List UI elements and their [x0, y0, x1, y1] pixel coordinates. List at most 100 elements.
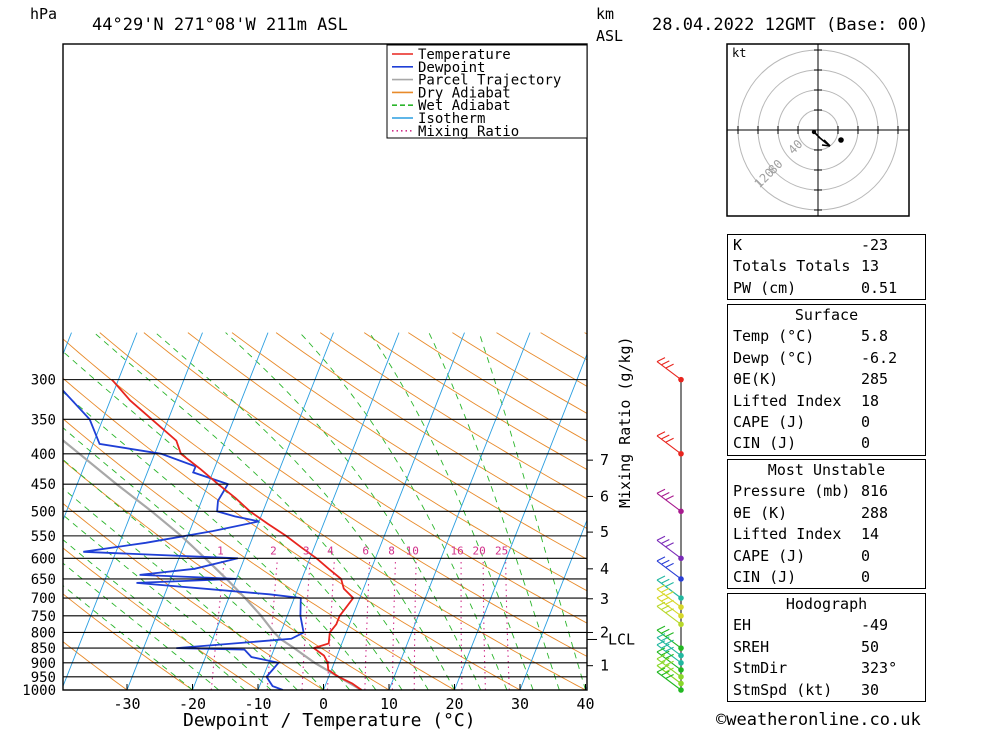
legend-entry: Isotherm [418, 111, 485, 127]
wind-barb [656, 357, 682, 381]
surface-row-value: 0 [861, 434, 871, 453]
mixing-ratio-label: 1 [217, 544, 224, 557]
asl-label: ASL [596, 27, 623, 45]
surface-row-label: Dewp (°C) [733, 348, 815, 367]
mixing-ratio-label: 4 [327, 544, 334, 557]
surface-title: Surface [794, 306, 859, 324]
surface-row-label: CIN (J) [733, 434, 797, 453]
wind-barb [656, 535, 682, 559]
surface-row-label: Lifted Index [733, 391, 842, 410]
x-tick-label: 0 [319, 695, 328, 713]
surface-row: CIN (J) 0 [728, 433, 925, 454]
wind-barb [656, 654, 682, 678]
km-label: km [596, 5, 614, 23]
pressure-tick-label: 400 [31, 447, 56, 463]
index-row-label: Totals Totals [733, 257, 851, 276]
wind-level-dot [678, 450, 684, 457]
wind-level-dot [678, 508, 684, 515]
wind-level-dot [678, 660, 684, 666]
hodograph-stat-row-label: SREH [733, 637, 770, 656]
dry-adiabat-line [63, 377, 521, 690]
hodograph-stat-row: StmSpd (kt) 30 [728, 680, 925, 701]
legend-entry: Mixing Ratio [418, 124, 519, 140]
hodograph-stat-row-label: EH [733, 616, 752, 635]
index-row: PW (cm) 0.51 [728, 278, 925, 299]
storm-motion-dot [838, 137, 844, 143]
wet-adiabat-line [299, 332, 508, 690]
mixing-ratio-line [210, 558, 226, 690]
hodograph-stat-row-value: 30 [861, 680, 880, 699]
surface-row-label: θE(K) [733, 370, 779, 389]
wet-adiabat-line [155, 332, 455, 690]
surface-row: Lifted Index 18 [728, 391, 925, 412]
wind-barb [656, 667, 682, 691]
mixing-ratio-line [364, 558, 371, 690]
index-row-value: 0.51 [861, 278, 898, 297]
index-row-label: PW (cm) [733, 278, 797, 297]
x-tick-label: 20 [445, 695, 463, 713]
most-unstable-row: CIN (J) 0 [728, 567, 925, 588]
most-unstable-row: Lifted Index 14 [728, 524, 925, 545]
pressure-tick-label: 300 [31, 373, 56, 389]
wind-level-dot [678, 652, 684, 659]
wind-barb [656, 647, 682, 671]
surface-row-value: 18 [861, 391, 880, 410]
pressure-tick-label: 550 [31, 529, 56, 545]
isotherm-line [519, 518, 587, 690]
wet-adiabat-line [478, 332, 586, 690]
surface-row: θE(K) 285 [728, 369, 925, 390]
surface-row-value: 0 [861, 412, 871, 431]
wind-barb [656, 640, 682, 664]
pressure-tick-label: 900 [31, 656, 56, 672]
parcel-trajectory-line [63, 438, 363, 690]
mixing-ratio-axis-label: Mixing Ratio (g/kg) [616, 336, 634, 508]
wind-barb [656, 556, 682, 580]
pressure-tick-label: 850 [31, 641, 56, 657]
mixing-ratio-label: 6 [362, 544, 369, 557]
most-unstable-row: θE (K) 288 [728, 503, 925, 524]
hodograph-origin-dot [811, 129, 817, 135]
mixing-ratio-label: 16 [451, 544, 464, 557]
wet-adiabat-line [63, 514, 272, 690]
mixing-ratio-line [301, 558, 311, 690]
wind-barb [656, 488, 682, 512]
hodograph-arrow [821, 139, 831, 147]
dry-adiabat-line [63, 459, 390, 690]
pressure-tick-label: 700 [31, 591, 56, 607]
surface-row: CAPE (J) 0 [728, 412, 925, 433]
most-unstable-row: CAPE (J) 0 [728, 546, 925, 567]
hodograph-stat-row-value: 323° [861, 659, 898, 678]
hodograph-stat-row: StmDir 323° [728, 658, 925, 679]
indices-table: K -23 Totals Totals 13 PW (cm) 0.51 [727, 234, 926, 301]
km-tick-label: 1 [600, 657, 609, 675]
wind-level-dot [678, 673, 684, 680]
wind-level-dot [678, 680, 684, 687]
datetime-title: 28.04.2022 12GMT (Base: 00) [652, 15, 928, 35]
surface-row-label: CAPE (J) [733, 412, 806, 431]
wind-barb [656, 431, 682, 455]
legend-entry: Temperature [418, 47, 511, 63]
x-tick-label: -10 [244, 695, 271, 713]
mixing-ratio-label: 10 [406, 544, 419, 557]
mixing-ratio-line [266, 558, 279, 690]
most-unstable-row-label: θE (K) [733, 503, 788, 522]
isotherm-line [0, 333, 6, 690]
index-row: Totals Totals 13 [728, 256, 925, 277]
x-tick-label: 30 [511, 695, 529, 713]
copyright-text: ©weatheronline.co.uk [716, 710, 921, 730]
surface-row-value: 285 [861, 370, 889, 389]
wind-level-dot [678, 645, 684, 651]
wind-level-dot [678, 604, 684, 610]
wet-adiabat-line [63, 562, 219, 690]
mixing-ratio-line [413, 558, 417, 690]
lcl-label: LCL [608, 630, 635, 648]
wet-adiabat-line [368, 332, 534, 690]
km-tick-label: 3 [600, 590, 609, 608]
hodograph-stats-table: Hodograph EH -49 SREH 50 StmDir 323° StmSpd (k… [727, 593, 926, 702]
x-tick-label: 40 [576, 695, 594, 713]
dry-adiabat-line [319, 332, 587, 500]
wind-barb [656, 601, 682, 625]
pressure-tick-label: 750 [31, 609, 56, 625]
most-unstable-row-value: 0 [861, 567, 871, 586]
km-tick-label: 7 [600, 451, 609, 469]
